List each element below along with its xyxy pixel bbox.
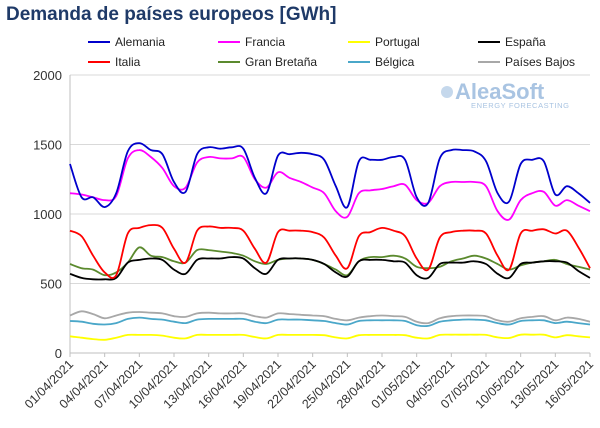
logo-tagline: ENERGY FORECASTING <box>471 101 570 110</box>
legend-label: España <box>505 35 546 49</box>
plot-frame <box>69 75 590 354</box>
legend-label: Portugal <box>375 35 420 49</box>
legend-label: Italia <box>115 55 141 69</box>
aleasoft-logo: AleaSoft ENERGY FORECASTING <box>441 79 570 110</box>
gridlines <box>70 74 590 354</box>
series-line-francia <box>69 149 591 221</box>
x-axis: 01/04/202104/04/202107/04/202110/04/2021… <box>22 353 596 411</box>
legend-label: Francia <box>245 35 285 49</box>
series-lines <box>69 142 591 341</box>
series-line-italia <box>69 224 591 279</box>
y-axis: 0 500 1000 1500 2000 <box>33 68 62 361</box>
series-line-bélgica <box>69 316 591 328</box>
y-tick-label: 0 <box>55 346 62 361</box>
legend-label: Alemania <box>115 35 165 49</box>
logo-icon <box>441 86 453 98</box>
y-tick-label: 1500 <box>33 138 62 153</box>
legend-label: Países Bajos <box>505 55 575 69</box>
legend-label: Gran Bretaña <box>245 55 317 69</box>
logo-text: AleaSoft <box>455 79 545 104</box>
legend: Alemania Francia Portugal España Italia Gran … <box>88 35 575 69</box>
chart-title: Demanda de países europeos [GWh] <box>6 4 337 25</box>
y-tick-label: 2000 <box>33 68 62 83</box>
series-line-alemania <box>69 142 591 209</box>
series-line-españa <box>69 256 591 281</box>
series-line-países-bajos <box>69 310 591 325</box>
legend-label: Bélgica <box>375 55 415 69</box>
y-tick-label: 1000 <box>33 207 62 222</box>
y-tick-label: 500 <box>40 277 62 292</box>
series-line-portugal <box>69 333 591 341</box>
